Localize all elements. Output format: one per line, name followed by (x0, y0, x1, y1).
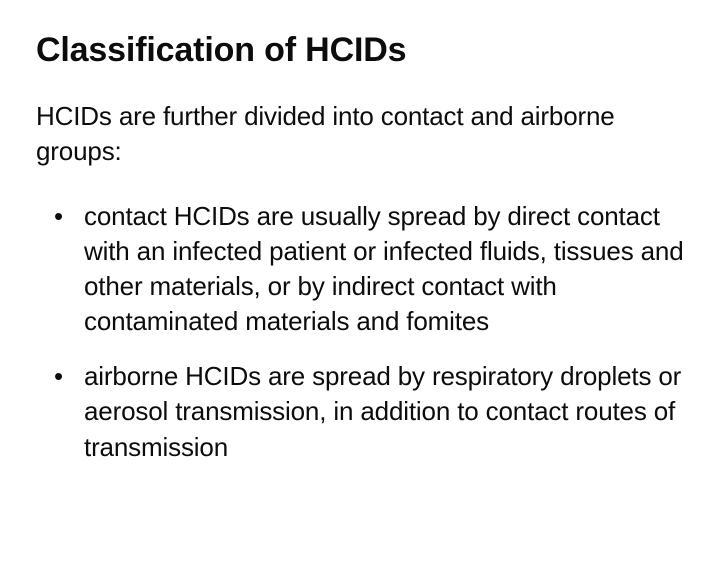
bullet-list: contact HCIDs are usually spread by dire… (36, 199, 684, 465)
list-item: contact HCIDs are usually spread by dire… (36, 199, 684, 339)
intro-paragraph: HCIDs are further divided into contact a… (36, 99, 684, 169)
list-item: airborne HCIDs are spread by respiratory… (36, 359, 684, 464)
section-heading: Classification of HCIDs (36, 30, 684, 71)
